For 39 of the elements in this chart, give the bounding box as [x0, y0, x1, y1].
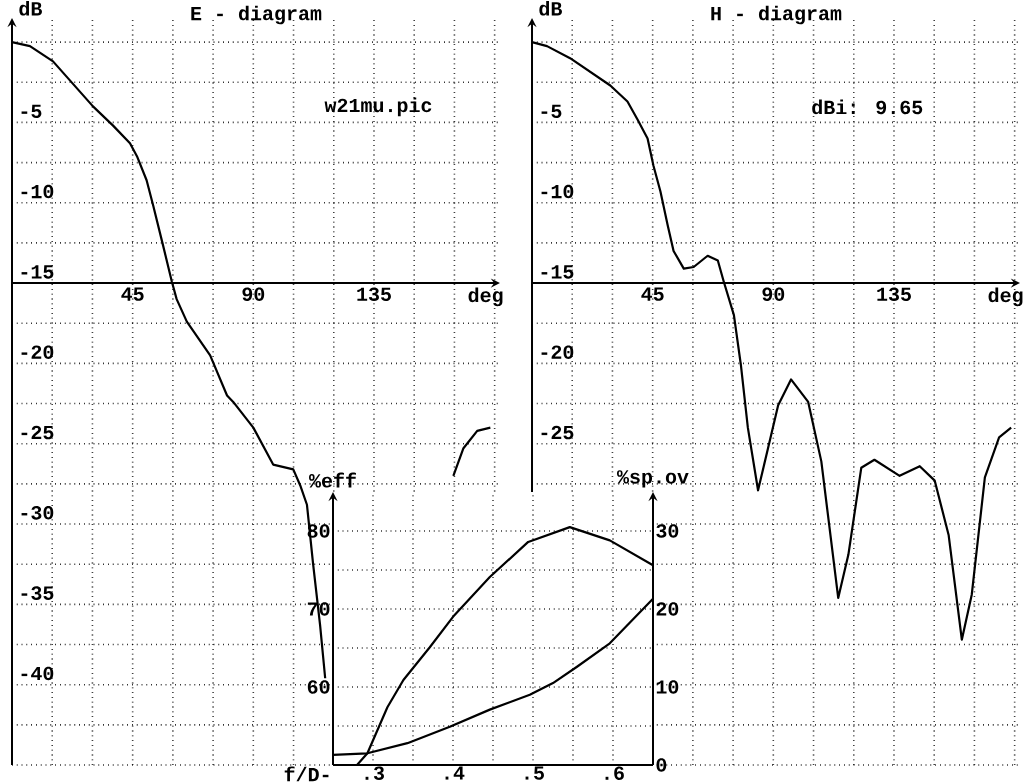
y-tick-label: -5 — [21, 104, 42, 119]
x-axis-title: deg — [988, 287, 1023, 307]
x-tick-label: .6 — [605, 766, 624, 780]
y2-axis-title: %sp.ov — [617, 470, 689, 488]
annotation: w21mu.pic — [324, 97, 432, 117]
x-tick-label: 90 — [242, 287, 265, 302]
y-tick-label: -25 — [21, 425, 54, 440]
y2-tick-label: 20 — [656, 602, 679, 616]
x-tick-label: 90 — [762, 287, 785, 302]
x-tick-label: .4 — [445, 766, 465, 780]
x-tick-label: 135 — [877, 287, 911, 302]
y2-tick-label: 30 — [656, 524, 679, 538]
y-tick-label: -25 — [541, 425, 574, 440]
y-tick-label: -20 — [21, 345, 54, 359]
x-axis-title: deg — [468, 287, 503, 307]
y2-tick-label: 0 — [656, 758, 667, 772]
x-tick-label: 135 — [357, 287, 391, 302]
y2-tick-label: 10 — [656, 680, 679, 694]
x-axis-title: f/D- — [284, 766, 329, 782]
y-tick-label: -35 — [21, 586, 54, 600]
x-tick-label: 45 — [121, 287, 144, 301]
y-tick-label: -15 — [541, 265, 574, 279]
y-tick-label: -40 — [21, 666, 54, 681]
x-tick-label: .3 — [365, 766, 384, 780]
y-tick-label: -10 — [21, 184, 54, 199]
y-tick-label: -30 — [21, 506, 54, 520]
y-tick-label: -5 — [541, 104, 562, 119]
x-tick-label: 45 — [641, 287, 664, 301]
y-tick-label: -10 — [541, 184, 574, 199]
y-axis-title: %eff — [309, 472, 356, 488]
y-tick-label: -20 — [541, 345, 574, 359]
y-tick-label: -15 — [21, 265, 54, 279]
annotation: dBi: 9.65 — [812, 99, 923, 115]
x-tick-label: .5 — [525, 766, 544, 780]
y-axis-title: dB — [539, 0, 562, 16]
chart-title: E - diagram — [191, 5, 322, 25]
chart-title: H - diagram — [711, 5, 842, 25]
y-tick-label: 60 — [307, 680, 330, 694]
y-axis-title: dB — [19, 0, 42, 16]
